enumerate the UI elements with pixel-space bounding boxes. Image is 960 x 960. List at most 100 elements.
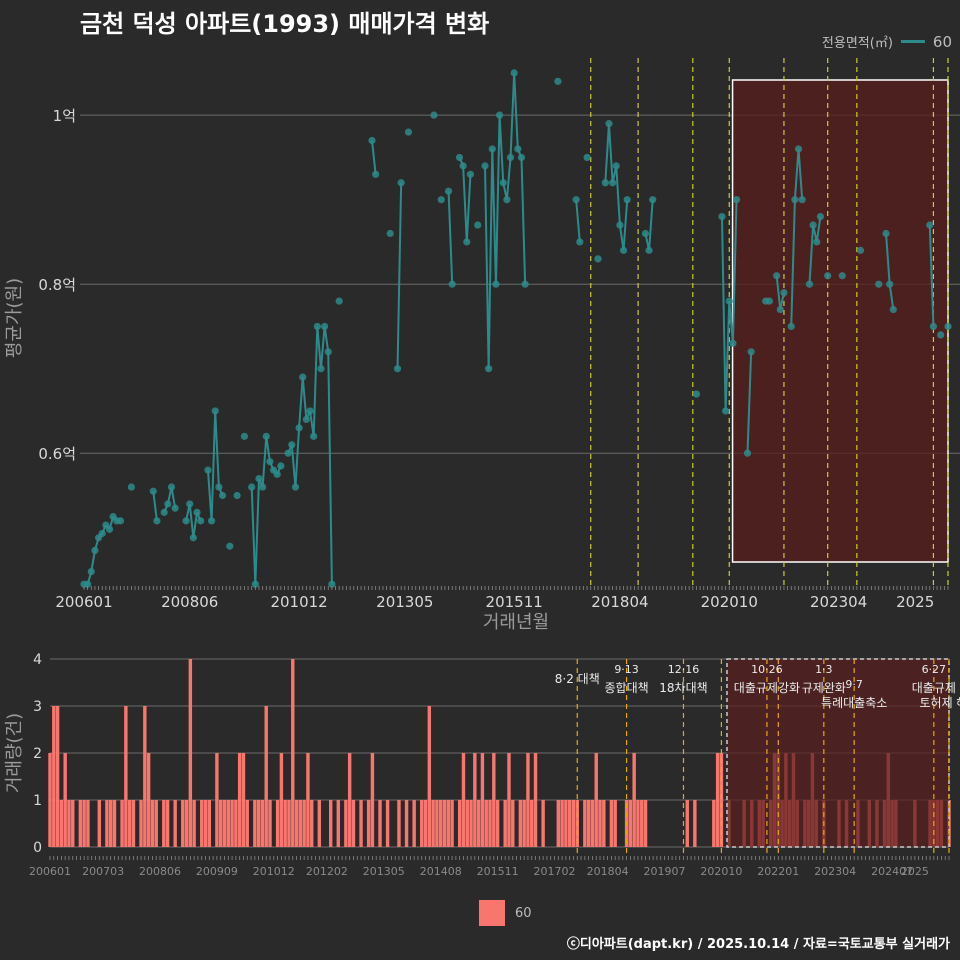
price-point bbox=[732, 196, 741, 204]
volume-bar bbox=[511, 800, 515, 847]
price-point bbox=[692, 390, 701, 398]
volume-bar bbox=[52, 706, 56, 847]
price-point bbox=[649, 196, 657, 204]
price-point bbox=[215, 483, 223, 491]
price-point bbox=[937, 331, 945, 339]
price-point bbox=[619, 246, 628, 254]
price-line-segment bbox=[505, 157, 512, 200]
volume-highlight-region bbox=[726, 658, 950, 848]
volume-y-tick-label: 4 bbox=[33, 652, 42, 668]
price-line-segment bbox=[494, 115, 501, 285]
volume-bar bbox=[184, 800, 189, 847]
volume-bar bbox=[522, 800, 526, 847]
volume-bar bbox=[457, 800, 462, 847]
y-tick-label: 1억 bbox=[53, 107, 76, 125]
volume-bar bbox=[268, 800, 272, 847]
price-point bbox=[226, 542, 234, 550]
volume-bar bbox=[583, 800, 587, 847]
volume-bar bbox=[450, 800, 454, 847]
price-line-segment bbox=[622, 199, 629, 251]
price-point bbox=[510, 69, 518, 77]
volume-bar bbox=[715, 753, 720, 847]
price-line-segment bbox=[323, 326, 330, 352]
price-point bbox=[444, 187, 453, 195]
volume-bar bbox=[378, 800, 382, 847]
volume-bar bbox=[310, 800, 314, 847]
volume-bar bbox=[108, 800, 113, 847]
price-point bbox=[455, 153, 464, 162]
price-point bbox=[266, 458, 274, 466]
volume-bar bbox=[165, 800, 170, 847]
price-point bbox=[725, 297, 733, 305]
price-point bbox=[583, 153, 591, 162]
price-point bbox=[197, 517, 205, 525]
price-line-segment bbox=[327, 351, 333, 585]
price-point bbox=[773, 272, 781, 280]
price-point bbox=[503, 196, 511, 204]
bottom-legend-label: 60 bbox=[515, 905, 532, 921]
price-line-segment bbox=[498, 115, 505, 183]
volume-x-tick-label: 202407 bbox=[871, 865, 913, 878]
price-point bbox=[84, 580, 92, 588]
price-point bbox=[328, 580, 336, 588]
volume-bar bbox=[82, 800, 86, 847]
volume-bar bbox=[162, 800, 166, 847]
volume-bar bbox=[404, 800, 409, 847]
price-point bbox=[404, 128, 413, 136]
volume-bar bbox=[370, 753, 375, 847]
price-line-segment bbox=[254, 478, 260, 585]
price-point bbox=[809, 221, 817, 229]
volume-bar bbox=[435, 800, 439, 847]
volume-bar bbox=[124, 706, 128, 847]
volume-bar bbox=[188, 659, 193, 847]
price-point bbox=[302, 415, 310, 424]
volume-bar bbox=[218, 800, 223, 847]
volume-bar bbox=[146, 753, 151, 847]
price-line-segment bbox=[484, 165, 490, 369]
volume-bar bbox=[154, 800, 158, 847]
price-point bbox=[729, 339, 737, 347]
price-point bbox=[321, 322, 329, 331]
y-tick-label: 0.8억 bbox=[38, 276, 76, 294]
price-line-segment bbox=[298, 377, 304, 428]
volume-bar bbox=[473, 753, 477, 847]
volume-bar bbox=[105, 800, 109, 847]
policy-annotation: 9·13 bbox=[614, 663, 639, 676]
volume-bar bbox=[298, 800, 303, 847]
volume-bar bbox=[586, 800, 591, 847]
volume-bar bbox=[564, 800, 568, 847]
volume-bar bbox=[291, 659, 295, 847]
price-point bbox=[189, 534, 197, 542]
price-point bbox=[576, 238, 584, 246]
source-caption: ⓒ디아파트(dapt.kr) / 2025.10.14 / 자료=국토교통부 실… bbox=[566, 937, 950, 952]
price-point bbox=[554, 77, 562, 85]
volume-bar bbox=[344, 800, 348, 847]
volume-bar bbox=[640, 800, 644, 847]
volume-bar bbox=[203, 800, 208, 847]
volume-x-tick-label: 201202 bbox=[306, 865, 348, 878]
x-tick-label: 202304 bbox=[810, 593, 867, 611]
y-axis-label: 평균가(원) bbox=[4, 278, 25, 358]
price-point bbox=[233, 491, 241, 500]
price-line-segment bbox=[312, 326, 319, 437]
price-point bbox=[127, 483, 135, 491]
price-point bbox=[240, 432, 249, 440]
price-point bbox=[299, 373, 307, 381]
price-line-segment bbox=[188, 503, 195, 538]
volume-bar bbox=[59, 800, 64, 847]
volume-bar bbox=[602, 800, 606, 847]
price-line-segment bbox=[615, 165, 621, 226]
policy-annotation: 12·16 bbox=[668, 663, 700, 676]
price-line-segment bbox=[746, 351, 753, 454]
volume-bar bbox=[207, 800, 212, 847]
price-point bbox=[167, 483, 176, 491]
policy-annotation: 10·26 bbox=[751, 663, 783, 676]
price-chart: 0.6억 0.8억 1억 200601 200806 201012 201305 201511… bbox=[4, 58, 960, 633]
volume-bar bbox=[71, 800, 75, 847]
price-point bbox=[393, 365, 402, 373]
volume-x-tick-label: 201408 bbox=[420, 865, 462, 878]
price-point bbox=[929, 322, 938, 331]
price-line-segment bbox=[152, 491, 158, 521]
volume-bar bbox=[530, 800, 534, 847]
volume-bar bbox=[560, 800, 564, 847]
